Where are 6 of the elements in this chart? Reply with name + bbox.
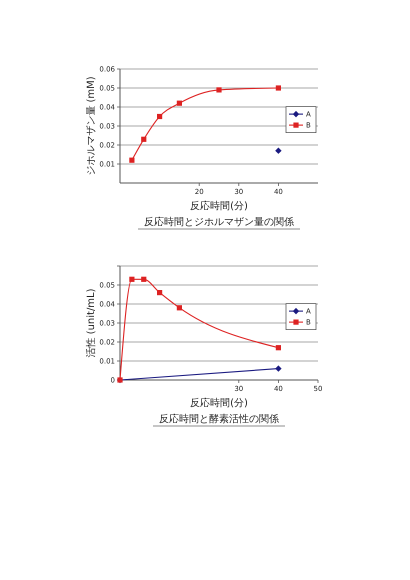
x-axis-title: 反応時間(分) (190, 201, 248, 212)
x-axis-title: 反応時間(分) (190, 398, 248, 409)
y-axis-title: ジホルマザン量 (mM) (86, 76, 97, 176)
chart-title: 反応時間とジホルマザン量の関係 (144, 217, 294, 228)
y-axis-title: 活性 (unit/mL) (86, 288, 97, 358)
chart-title: 反応時間と酵素活性の関係 (159, 414, 279, 425)
